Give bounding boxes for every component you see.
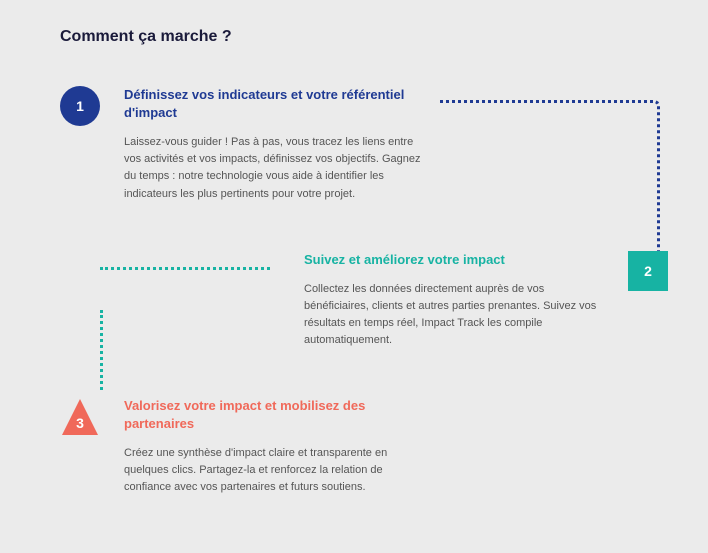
step-1-desc: Laissez-vous guider ! Pas à pas, vous tr… (124, 134, 424, 202)
step-2-title: Suivez et améliorez votre impact (304, 251, 604, 269)
step-1-badge: 1 (60, 86, 100, 126)
page-title: Comment ça marche ? (60, 28, 668, 46)
step-3-desc: Créez une synthèse d'impact claire et tr… (124, 445, 424, 496)
step-1-title: Définissez vos indicateurs et votre réfé… (124, 86, 424, 122)
step-3-badge: 3 (60, 397, 100, 437)
step-2-desc: Collectez les données directement auprès… (304, 281, 604, 349)
step-3-number: 3 (76, 415, 84, 431)
step-2-badge: 2 (628, 251, 668, 291)
step-1-body: Définissez vos indicateurs et votre réfé… (124, 86, 424, 203)
step-3: 3 Valorisez votre impact et mobilisez de… (60, 397, 668, 497)
step-1-number: 1 (76, 98, 84, 114)
step-2: Suivez et améliorez votre impact Collect… (60, 251, 668, 349)
step-3-body: Valorisez votre impact et mobilisez des … (124, 397, 424, 497)
step-1: 1 Définissez vos indicateurs et votre ré… (60, 86, 668, 203)
step-2-number: 2 (644, 263, 652, 279)
step-2-body: Suivez et améliorez votre impact Collect… (304, 251, 604, 349)
step-3-title: Valorisez votre impact et mobilisez des … (124, 397, 424, 433)
